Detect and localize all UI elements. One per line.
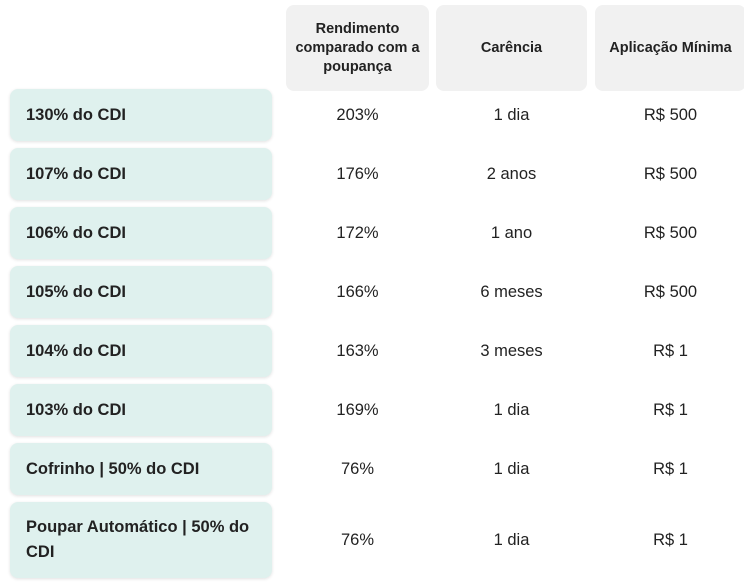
cell-aplicacao-minima: R$ 500 [643, 105, 698, 124]
table-row: 103% do CDI 169% 1 dia R$ 1 [10, 384, 744, 436]
cell-carencia: 3 meses [480, 341, 543, 360]
cell-carencia: 2 anos [486, 164, 537, 183]
cell-aplicacao-minima: R$ 500 [643, 164, 698, 183]
cell-rendimento: 203% [336, 105, 379, 124]
cell-aplicacao-minima: R$ 1 [653, 400, 688, 419]
cell-carencia: 6 meses [480, 282, 543, 301]
cell-aplicacao-minima: R$ 1 [653, 530, 688, 549]
cell-carencia: 1 dia [493, 105, 530, 124]
cell-rendimento: 163% [336, 341, 379, 360]
header-corner [10, 5, 272, 91]
row-label: 104% do CDI [10, 325, 272, 377]
cell-rendimento: 76% [340, 459, 375, 478]
row-label: 106% do CDI [10, 207, 272, 259]
header-aplicacao-minima: Aplicação Mínima [595, 5, 744, 91]
row-label: 130% do CDI [10, 89, 272, 141]
table-row: 107% do CDI 176% 2 anos R$ 500 [10, 148, 744, 200]
table-row: Poupar Automático | 50% do CDI 76% 1 dia R$… [10, 502, 744, 578]
cell-aplicacao-minima: R$ 1 [653, 459, 688, 478]
cell-carencia: 1 dia [493, 459, 530, 478]
row-label: 103% do CDI [10, 384, 272, 436]
table-row: 130% do CDI 203% 1 dia R$ 500 [10, 89, 744, 141]
cell-rendimento: 172% [336, 223, 379, 242]
comparison-table: Rendimento comparado com a poupança Carê… [10, 5, 744, 91]
cell-aplicacao-minima: R$ 1 [653, 341, 688, 360]
cell-rendimento: 76% [340, 530, 375, 549]
table-header: Rendimento comparado com a poupança Carê… [10, 5, 744, 91]
cell-rendimento: 169% [336, 400, 379, 419]
row-label: 105% do CDI [10, 266, 272, 318]
table-body: 130% do CDI 203% 1 dia R$ 500 107% do CDI 176… [10, 89, 744, 585]
cell-carencia: 1 ano [490, 223, 533, 242]
header-carencia: Carência [436, 5, 587, 91]
row-label: Poupar Automático | 50% do CDI [10, 502, 272, 578]
cell-carencia: 1 dia [493, 530, 530, 549]
table-row: 104% do CDI 163% 3 meses R$ 1 [10, 325, 744, 377]
cell-aplicacao-minima: R$ 500 [643, 282, 698, 301]
table-row: Cofrinho | 50% do CDI 76% 1 dia R$ 1 [10, 443, 744, 495]
table-row: 105% do CDI 166% 6 meses R$ 500 [10, 266, 744, 318]
table-row: 106% do CDI 172% 1 ano R$ 500 [10, 207, 744, 259]
cell-rendimento: 176% [336, 164, 379, 183]
header-rendimento: Rendimento comparado com a poupança [286, 5, 429, 91]
cell-carencia: 1 dia [493, 400, 530, 419]
cell-aplicacao-minima: R$ 500 [643, 223, 698, 242]
row-label: Cofrinho | 50% do CDI [10, 443, 272, 495]
row-label: 107% do CDI [10, 148, 272, 200]
cell-rendimento: 166% [336, 282, 379, 301]
